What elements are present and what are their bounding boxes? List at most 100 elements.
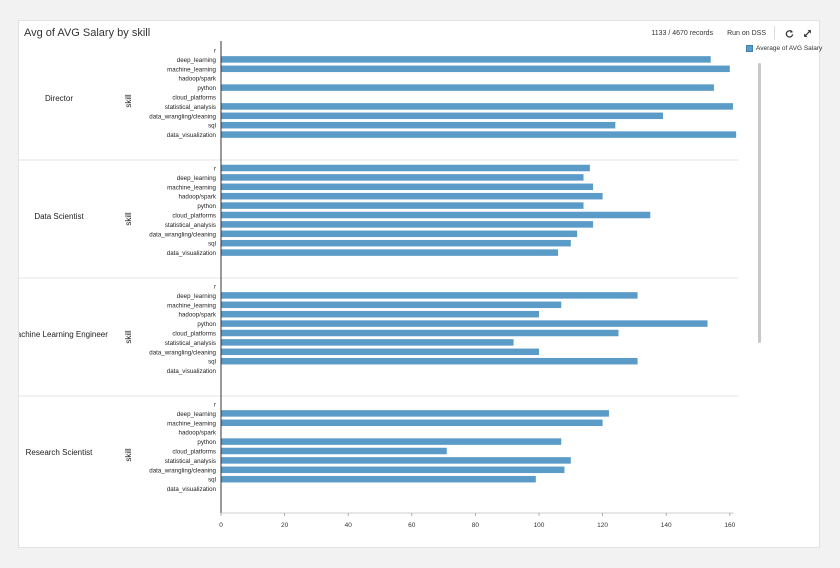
bar (221, 329, 619, 337)
bar (221, 239, 571, 247)
x-tick-label: 140 (661, 522, 672, 529)
category-tick-label: cloud_platforms (172, 213, 216, 220)
vertical-scrollbar[interactable] (758, 63, 761, 343)
category-tick-label: deep_learning (177, 293, 217, 300)
category-tick-label: statistical_analysis (165, 340, 216, 347)
category-tick-label: cloud_platforms (172, 449, 216, 456)
x-tick-label: 160 (724, 522, 735, 529)
legend-swatch (746, 45, 753, 52)
facet-label: Director (45, 94, 73, 103)
y-axis-title: skill (124, 94, 133, 108)
legend[interactable]: Average of AVG Salary (746, 45, 822, 52)
category-tick-label: sql (208, 359, 216, 366)
category-tick-label: data_wrangling/cleaning (149, 349, 216, 356)
category-tick-label: data_visualization (167, 486, 217, 493)
bar (221, 230, 578, 238)
category-tick-label: cloud_platforms (172, 95, 216, 102)
category-tick-label: deep_learning (177, 411, 217, 418)
bar (221, 65, 730, 73)
bar (221, 410, 609, 417)
bar (221, 164, 590, 172)
category-tick-label: data_wrangling/cleaning (149, 113, 216, 120)
category-tick-label: statistical_analysis (165, 222, 216, 229)
category-tick-label: r (214, 48, 216, 55)
category-tick-label: cloud_platforms (172, 331, 216, 338)
bar (221, 211, 651, 219)
category-tick-label: sql (208, 477, 216, 484)
x-tick-label: 80 (472, 522, 480, 529)
bar (221, 475, 536, 483)
chart-toolbar: 1133 / 4670 records Run on DSS (651, 26, 819, 40)
chart-title: Avg of AVG Salary by skill (24, 27, 151, 39)
category-tick-label: data_visualization (167, 250, 217, 257)
bar (221, 339, 514, 346)
bar (221, 301, 562, 309)
x-tick-label: 60 (408, 522, 416, 529)
category-tick-label: data_visualization (167, 132, 217, 139)
category-tick-label: r (214, 166, 216, 173)
category-tick-label: python (197, 203, 216, 210)
bar (221, 56, 711, 63)
category-tick-label: machine_learning (167, 420, 216, 427)
legend-label: Average of AVG Salary (756, 45, 823, 52)
bar (221, 131, 737, 138)
bar (221, 310, 539, 318)
bar (221, 249, 559, 256)
x-tick-label: 20 (281, 522, 289, 529)
y-axis-title: skill (124, 448, 133, 462)
y-axis-title: skill (124, 330, 133, 344)
category-tick-label: r (214, 284, 216, 291)
bar (221, 357, 638, 365)
bar (221, 112, 664, 120)
facet-label: Machine Learning Engineer (19, 330, 108, 339)
category-tick-label: hadoop/spark (179, 76, 217, 83)
category-tick-label: hadoop/spark (179, 430, 217, 437)
run-on-dss-button[interactable]: Run on DSS (727, 29, 766, 37)
bar (221, 183, 594, 191)
y-axis-title: skill (124, 212, 133, 226)
category-tick-label: data_wrangling/cleaning (149, 467, 216, 474)
category-tick-label: data_visualization (167, 368, 217, 375)
bar (221, 348, 539, 356)
category-tick-label: data_wrangling/cleaning (149, 231, 216, 238)
bar (221, 438, 562, 445)
expand-icon[interactable] (801, 27, 813, 39)
bar (221, 466, 565, 474)
facet-label: Research Scientist (26, 448, 93, 457)
category-tick-label: sql (208, 123, 216, 130)
category-tick-label: python (197, 439, 216, 446)
bar (221, 419, 603, 427)
bar-chart: Director skill r deep_learning machine_learn… (19, 41, 739, 529)
bar (221, 320, 708, 327)
chart-panel: Avg of AVG Salary by skill 1133 / 4670 r… (18, 20, 822, 548)
category-tick-label: r (214, 402, 216, 409)
category-tick-label: machine_learning (167, 184, 216, 191)
x-tick-label: 120 (597, 522, 608, 529)
category-tick-label: statistical_analysis (165, 458, 216, 465)
bar (221, 192, 603, 200)
bar (221, 447, 447, 455)
bar (221, 221, 594, 228)
bar (221, 121, 616, 129)
bar (221, 103, 733, 110)
bar (221, 202, 584, 209)
x-tick-label: 100 (534, 522, 545, 529)
category-tick-label: sql (208, 241, 216, 248)
x-tick-label: 40 (345, 522, 353, 529)
category-tick-label: python (197, 321, 216, 328)
category-tick-label: hadoop/spark (179, 312, 217, 319)
category-tick-label: statistical_analysis (165, 104, 216, 111)
facet-label: Data Scientist (34, 212, 84, 221)
category-tick-label: machine_learning (167, 302, 216, 309)
bar (221, 292, 638, 299)
toolbar-divider (774, 26, 775, 40)
bar (221, 457, 571, 464)
records-count: 1133 / 4670 records (651, 29, 714, 37)
bar (221, 84, 714, 91)
category-tick-label: python (197, 85, 216, 92)
category-tick-label: deep_learning (177, 175, 217, 182)
bar (221, 174, 584, 181)
category-tick-label: machine_learning (167, 66, 216, 73)
refresh-icon[interactable] (783, 27, 795, 39)
category-tick-label: deep_learning (177, 57, 217, 64)
